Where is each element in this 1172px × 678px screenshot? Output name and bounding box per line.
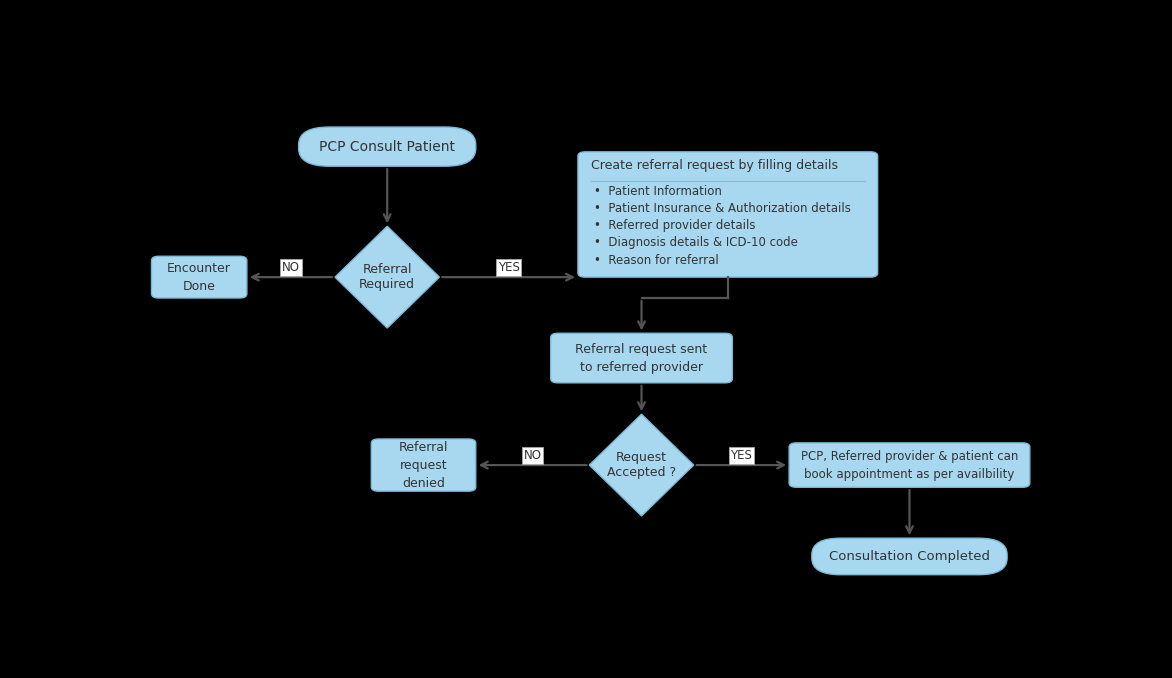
Polygon shape <box>335 226 440 328</box>
Text: •  Patient Insurance & Authorization details: • Patient Insurance & Authorization deta… <box>594 202 851 215</box>
Polygon shape <box>590 414 694 516</box>
Text: •  Referred provider details: • Referred provider details <box>594 219 756 232</box>
Text: •  Reason for referral: • Reason for referral <box>594 254 720 266</box>
Text: NO: NO <box>524 450 541 462</box>
Text: Referral
Required: Referral Required <box>359 263 415 291</box>
Text: YES: YES <box>498 261 519 274</box>
Text: •  Patient Information: • Patient Information <box>594 184 722 198</box>
Text: Consultation Completed: Consultation Completed <box>829 550 990 563</box>
FancyBboxPatch shape <box>372 439 476 491</box>
Text: PCP Consult Patient: PCP Consult Patient <box>319 140 455 154</box>
Text: NO: NO <box>282 261 300 274</box>
Text: PCP, Referred provider & patient can
book appointment as per availbility: PCP, Referred provider & patient can boo… <box>800 450 1018 481</box>
FancyBboxPatch shape <box>578 152 878 277</box>
FancyBboxPatch shape <box>299 127 476 166</box>
Text: Referral
request
denied: Referral request denied <box>398 441 448 490</box>
Text: Request
Accepted ?: Request Accepted ? <box>607 451 676 479</box>
Text: YES: YES <box>730 450 752 462</box>
Text: Create referral request by filling details: Create referral request by filling detai… <box>591 159 838 172</box>
Text: Encounter
Done: Encounter Done <box>168 262 231 293</box>
Text: Referral request sent
to referred provider: Referral request sent to referred provid… <box>575 342 708 374</box>
Text: •  Diagnosis details & ICD-10 code: • Diagnosis details & ICD-10 code <box>594 237 798 250</box>
FancyBboxPatch shape <box>812 538 1007 575</box>
FancyBboxPatch shape <box>151 256 247 298</box>
FancyBboxPatch shape <box>551 334 732 383</box>
FancyBboxPatch shape <box>789 443 1030 487</box>
